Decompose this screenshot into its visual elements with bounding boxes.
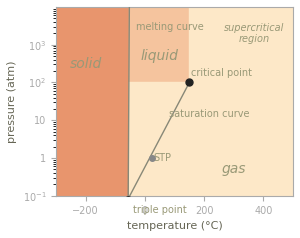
Y-axis label: pressure (atm): pressure (atm) (7, 60, 17, 143)
Text: solid: solid (70, 57, 102, 71)
Text: gas: gas (222, 162, 246, 176)
Text: supercritical
region: supercritical region (224, 23, 285, 44)
Text: saturation curve: saturation curve (169, 109, 249, 119)
Text: liquid: liquid (141, 49, 179, 63)
Text: melting curve: melting curve (136, 22, 204, 32)
Text: triple point: triple point (133, 205, 186, 215)
Polygon shape (128, 83, 189, 199)
Text: STP: STP (154, 153, 172, 163)
X-axis label: temperature (°C): temperature (°C) (127, 221, 222, 231)
Text: critical point: critical point (191, 68, 252, 78)
